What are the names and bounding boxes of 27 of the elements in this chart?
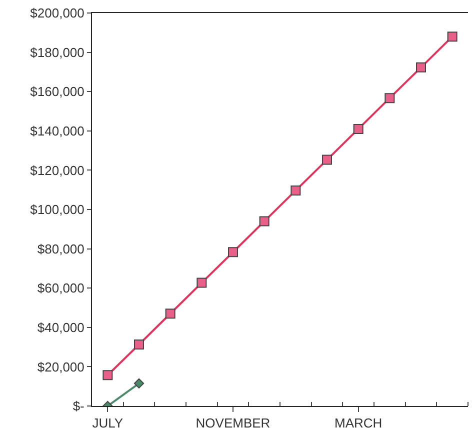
point <box>322 154 332 165</box>
point <box>447 32 458 42</box>
x-tick-label: MARCH <box>334 416 382 431</box>
y-tick-label: $120,000 <box>30 162 84 178</box>
point <box>196 278 207 288</box>
y-tick-label: $- <box>72 398 84 414</box>
point <box>290 185 301 196</box>
y-tick-label: $20,000 <box>37 359 84 374</box>
y-tick-label: $160,000 <box>30 84 84 100</box>
point <box>165 308 176 319</box>
y-tick-label: $140,000 <box>30 123 84 138</box>
y-tick-label: $40,000 <box>37 320 84 335</box>
point <box>102 370 113 380</box>
y-tick-label: $100,000 <box>30 202 84 218</box>
y-tick-label: $60,000 <box>37 280 84 296</box>
y-tick-label: $200,000 <box>30 6 84 21</box>
y-tick-label: $180,000 <box>30 44 84 60</box>
point <box>353 124 364 134</box>
point <box>134 340 144 350</box>
point <box>259 216 270 226</box>
point <box>416 62 426 72</box>
point <box>134 378 144 388</box>
point <box>384 93 395 104</box>
point <box>228 247 238 258</box>
y-tick-label: $80,000 <box>37 241 84 256</box>
x-tick-label: JULY <box>92 416 124 431</box>
x-tick-label: NOVEMBER <box>196 416 270 431</box>
